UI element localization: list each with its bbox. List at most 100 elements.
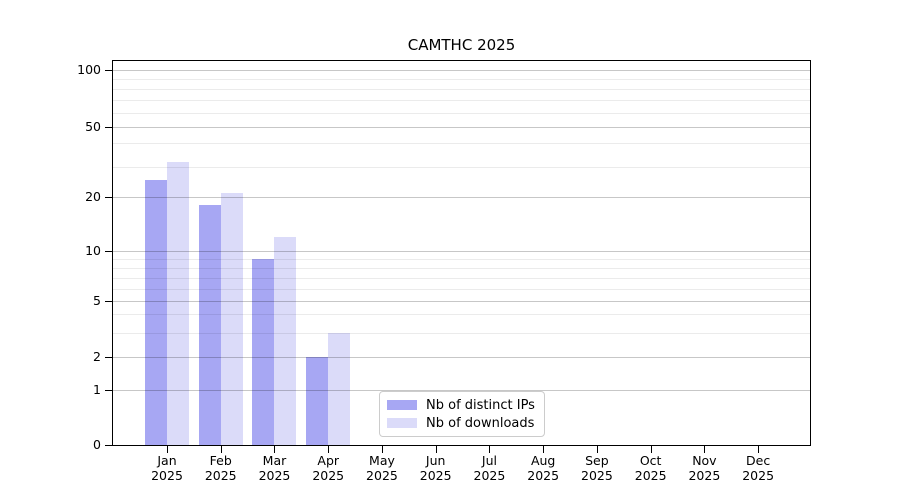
x-tick-year: 2025 [312,468,345,483]
legend-item-distinct-ips: Nb of distinct IPs [380,398,544,413]
x-tick-label: Mar 2025 [247,453,301,483]
y-tick-label: 2 [93,349,101,364]
y-tick [105,70,112,71]
legend-item-downloads: Nb of downloads [380,416,544,431]
x-tick [328,446,330,453]
gridline-minor [113,89,810,90]
bar-nb-of-distinct-ips-jan [145,180,167,445]
x-tick-month: Apr [317,453,340,468]
x-tick-month: Jun [425,453,446,468]
y-tick [105,127,112,128]
x-tick [381,446,383,453]
x-tick-label: Jan 2025 [140,453,194,483]
plot-area: Nb of distinct IPs Nb of downloads 100 50… [77,60,811,483]
x-tick-label: Dec 2025 [731,453,785,483]
x-tick-label: Apr 2025 [301,453,355,483]
bar-nb-of-downloads-mar [274,236,297,445]
x-tick-label: Oct 2025 [624,453,678,483]
y-tick-label: 10 [85,243,101,258]
gridline-minor [113,143,810,144]
y-tick-label: 1 [93,382,101,397]
gridline-minor [113,113,810,114]
bar-nb-of-distinct-ips-apr [306,357,329,445]
y-tick [105,301,112,302]
x-tick [274,446,276,453]
x-tick-month: Oct [639,453,662,468]
x-tick-label: Aug 2025 [516,453,570,483]
y-tick-label: 100 [77,62,101,77]
y-tick-label: 20 [85,189,101,204]
y-tick-label: 50 [85,119,101,134]
x-tick-year: 2025 [473,468,506,483]
x-tick [704,446,706,453]
gridline-minor [113,100,810,101]
x-tick [489,446,491,453]
x-tick-year: 2025 [419,468,452,483]
legend-swatch-distinct-ips [387,400,417,410]
x-tick [650,446,652,453]
x-tick-month: Jan [157,453,177,468]
y-tick [105,357,112,358]
x-tick [543,446,545,453]
y-tick [105,197,112,198]
y-tick [105,390,112,391]
gridline-minor [113,167,810,168]
gridline-major [113,357,810,358]
gridline-minor [113,314,810,315]
x-tick-year: 2025 [527,468,560,483]
y-tick-label: 0 [93,437,101,452]
x-tick [435,446,437,453]
gridline-minor [113,332,810,334]
gridline-major [113,127,810,128]
bar-nb-of-distinct-ips-feb [198,205,221,445]
bar-nb-of-distinct-ips-mar [252,259,275,445]
x-tick-label: Nov 2025 [677,453,731,483]
legend-swatch-downloads [387,418,417,428]
x-tick-label: Feb 2025 [194,453,248,483]
x-tick-year: 2025 [151,468,183,483]
bar-nb-of-downloads-apr [328,332,351,445]
x-tick-month: Sep [585,453,609,468]
x-tick-month: Jul [481,453,497,468]
x-tick-label: Sep 2025 [570,453,624,483]
x-tick-month: Feb [209,453,232,468]
legend-label-distinct-ips: Nb of distinct IPs [426,397,535,413]
x-tick [220,446,222,453]
x-tick-label: Jun 2025 [409,453,463,483]
gridline-major [113,70,810,71]
x-tick-label: Jul 2025 [462,453,516,483]
gridline-minor [113,289,810,290]
bar-nb-of-downloads-jan [167,161,189,445]
gridline-major [113,390,810,391]
x-tick-year: 2025 [742,468,775,483]
gridline-minor [113,79,810,80]
gridline-major [113,251,810,252]
y-tick [105,445,112,446]
x-tick-month: Mar [262,453,287,468]
x-tick-month: Dec [746,453,771,468]
x-tick [758,446,760,453]
x-tick-year: 2025 [688,468,721,483]
x-tick-year: 2025 [258,468,291,483]
gridline-major [113,197,810,198]
gridline-major [113,301,810,302]
bar-nb-of-downloads-feb [220,193,243,445]
x-tick-month: Aug [530,453,556,468]
legend: Nb of distinct IPs Nb of downloads [379,391,545,437]
y-tick [105,251,112,252]
y-tick-label: 5 [93,293,101,308]
x-tick [596,446,598,453]
legend-label-downloads: Nb of downloads [426,415,535,431]
x-tick-label: May 2025 [355,453,409,483]
gridline-minor [113,268,810,269]
x-tick-year: 2025 [634,468,667,483]
x-tick-year: 2025 [366,468,398,483]
x-tick-month: May [369,453,395,468]
x-tick-year: 2025 [581,468,613,483]
chart-title: CAMTHC 2025 [407,36,516,54]
x-tick-month: Nov [692,453,717,468]
x-tick-year: 2025 [204,468,237,483]
gridline-minor [113,278,810,279]
x-tick [167,446,168,453]
